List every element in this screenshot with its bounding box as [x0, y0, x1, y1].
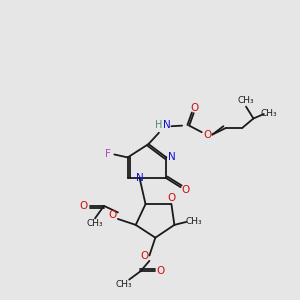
Text: O: O	[190, 103, 199, 113]
Text: CH₃: CH₃	[116, 280, 133, 289]
Text: CH₃: CH₃	[261, 109, 277, 118]
Text: N: N	[136, 173, 143, 183]
Text: O: O	[140, 251, 148, 261]
Text: CH₃: CH₃	[86, 219, 103, 228]
Text: O: O	[108, 210, 117, 220]
Text: O: O	[157, 266, 165, 276]
Text: CH₃: CH₃	[185, 217, 202, 226]
Text: H: H	[154, 120, 162, 130]
Text: CH₃: CH₃	[238, 96, 254, 105]
Text: O: O	[167, 193, 175, 203]
Text: F: F	[106, 148, 111, 159]
Text: O: O	[80, 201, 88, 211]
Text: N: N	[168, 152, 176, 162]
Text: O: O	[203, 130, 211, 140]
Text: O: O	[182, 184, 190, 194]
Text: N: N	[163, 120, 171, 130]
